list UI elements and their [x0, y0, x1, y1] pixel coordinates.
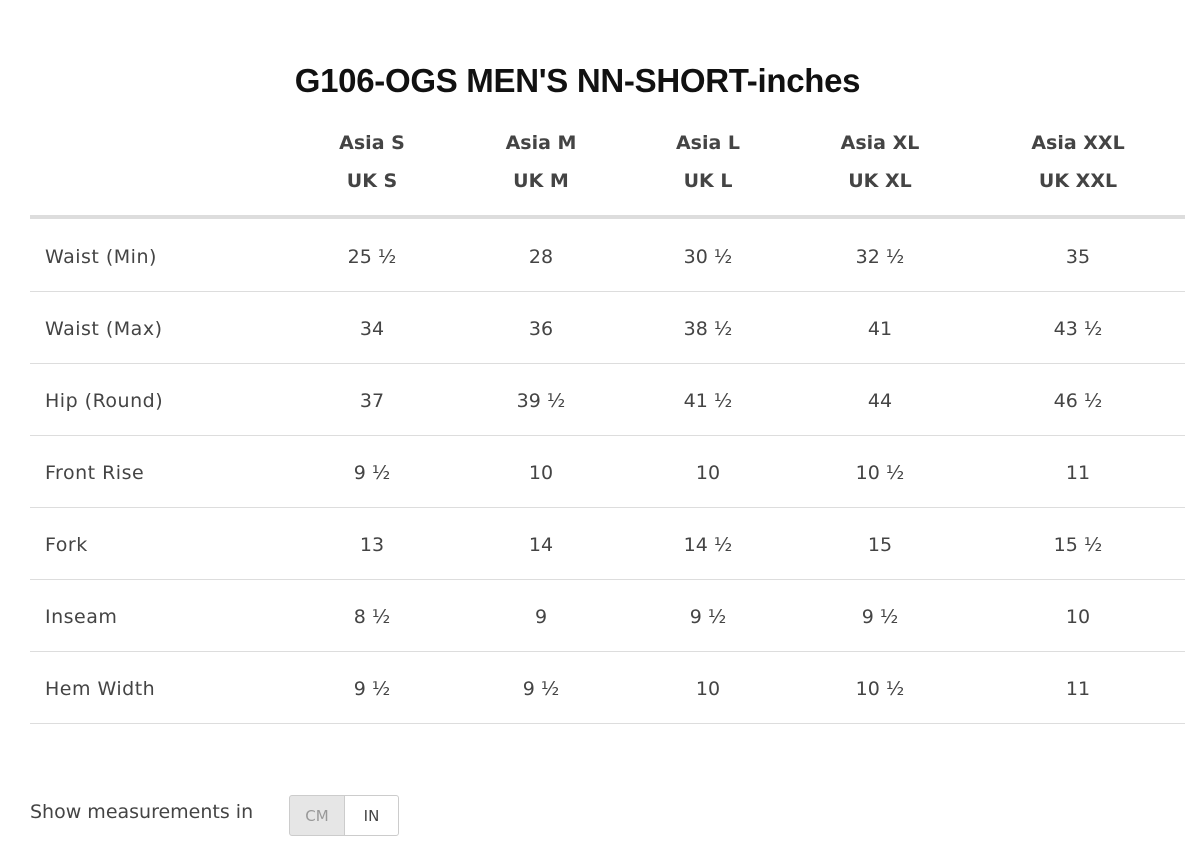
size-value: 25 ½: [347, 246, 397, 268]
unit-toggle[interactable]: IN: [344, 795, 399, 836]
row-divider: [30, 363, 1185, 364]
size-value: 46 ½: [1053, 390, 1103, 412]
size-value: 43 ½: [1053, 318, 1103, 340]
unit-toggle[interactable]: CM: [289, 795, 345, 836]
uk-size: UK M: [513, 170, 569, 192]
size-value: 41: [867, 318, 893, 340]
uk-size: UK XL: [848, 170, 912, 192]
units-label: Show measurements in: [30, 801, 254, 823]
row-label: Fork: [45, 534, 88, 556]
row-label: Front Rise: [45, 462, 145, 484]
size-value: 39 ½: [516, 390, 566, 412]
row-label: Waist (Max): [45, 318, 163, 340]
table-title: G106-OGS MEN'S NN-SHORT-inches: [294, 62, 861, 99]
header-divider: [30, 215, 1185, 219]
asia-size: Asia XXL: [1031, 132, 1125, 154]
size-value: 9 ½: [689, 606, 727, 628]
size-value: 14: [528, 534, 554, 556]
size-value: 34: [359, 318, 385, 340]
size-value: 41 ½: [683, 390, 733, 412]
asia-size: Asia XL: [840, 132, 920, 154]
row-divider: [30, 651, 1185, 652]
size-value: 9 ½: [522, 678, 560, 700]
size-value: 35: [1065, 246, 1091, 268]
size-value: 11: [1065, 462, 1091, 484]
size-value: 14 ½: [683, 534, 733, 556]
size-value: 10: [1065, 606, 1091, 628]
row-label: Hip (Round): [45, 390, 164, 412]
asia-size: Asia M: [505, 132, 577, 154]
row-divider: [30, 507, 1185, 508]
size-value: 32 ½: [855, 246, 905, 268]
size-value: 10: [695, 678, 721, 700]
size-value: 10: [695, 462, 721, 484]
row-label: Waist (Min): [45, 246, 157, 268]
uk-size: UK L: [683, 170, 733, 192]
row-divider: [30, 291, 1185, 292]
size-value: 10 ½: [855, 462, 905, 484]
size-value: 10 ½: [855, 678, 905, 700]
row-divider: [30, 435, 1185, 436]
size-value: 11: [1065, 678, 1091, 700]
row-label: Inseam: [45, 606, 118, 628]
size-value: 15 ½: [1053, 534, 1103, 556]
size-value: 30 ½: [683, 246, 733, 268]
size-value: 9 ½: [861, 606, 899, 628]
size-value: 9 ½: [353, 678, 391, 700]
size-value: 13: [359, 534, 385, 556]
size-value: 28: [528, 246, 554, 268]
row-divider: [30, 579, 1185, 580]
size-value: 36: [528, 318, 554, 340]
size-value: 9: [534, 606, 548, 628]
size-value: 9 ½: [353, 462, 391, 484]
size-value: 37: [359, 390, 385, 412]
uk-size: UK XXL: [1038, 170, 1118, 192]
size-value: 15: [867, 534, 893, 556]
uk-size: UK S: [346, 170, 398, 192]
asia-size: Asia L: [675, 132, 741, 154]
size-value: 44: [867, 390, 893, 412]
row-divider: [30, 723, 1185, 724]
size-value: 8 ½: [353, 606, 391, 628]
size-value: 10: [528, 462, 554, 484]
row-label: Hem Width: [45, 678, 156, 700]
asia-size: Asia S: [339, 132, 405, 154]
size-value: 38 ½: [683, 318, 733, 340]
